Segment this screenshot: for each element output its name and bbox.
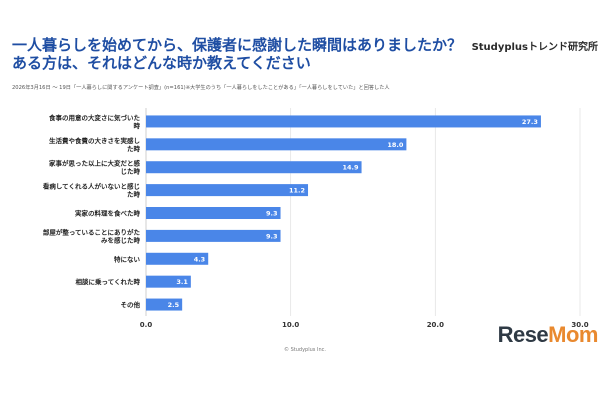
- bar: [146, 275, 191, 288]
- resemom-logo: ReseMom: [497, 322, 599, 348]
- category-label: 相談に乗ってくれた時: [76, 277, 141, 286]
- category-label: 部屋が整っていることにありがたみを感じた時: [43, 227, 141, 244]
- logo-part-1: Rese: [497, 322, 549, 347]
- bar-value-label: 27.3: [522, 118, 538, 126]
- bar: [146, 252, 209, 265]
- category-label-line: 生活費や食費の大きさを実感し: [49, 136, 140, 145]
- copyright: © Studyplus Inc.: [284, 347, 326, 353]
- brand-label: Studyplusトレンド研究所: [471, 42, 598, 53]
- bar: [146, 138, 407, 151]
- category-label-line: 特にない: [114, 254, 141, 263]
- category-label: その他: [121, 300, 141, 309]
- category-label-line: みを感じた時: [101, 235, 141, 244]
- category-label-line: 時: [134, 121, 141, 130]
- category-label: 食事の用意の大変さに気づいた時: [48, 113, 141, 130]
- category-label-line: 実家の料理を食べた時: [75, 209, 141, 218]
- bar-value-label: 9.3: [266, 232, 278, 240]
- category-label-line: 部屋が整っていることにありがた: [43, 227, 141, 236]
- bar: [146, 298, 183, 311]
- title-line-1: 一人暮らしを始めてから、保護者に感謝した瞬間はありましたか？: [12, 36, 463, 54]
- category-label: 実家の料理を食べた時: [75, 209, 141, 218]
- category-label: 看病してくれる人がいないと感じた時: [43, 182, 141, 199]
- category-label-line: た時: [127, 190, 141, 199]
- category-label: 家事が思った以上に大変だと感じた時: [49, 159, 141, 176]
- category-label-line: その他: [121, 300, 141, 309]
- logo-part-2: Mom: [548, 322, 598, 347]
- bar: [146, 184, 309, 197]
- category-label: 特にない: [114, 254, 141, 263]
- category-label-line: じた時: [121, 167, 141, 176]
- bar: [146, 207, 281, 219]
- category-label-line: 看病してくれる人がいないと感じ: [43, 182, 140, 191]
- bar-value-label: 2.5: [168, 301, 180, 309]
- bar-value-label: 3.1: [176, 278, 188, 286]
- bar: [146, 229, 281, 242]
- category-label-line: 食事の用意の大変さに気づいた: [48, 113, 141, 122]
- bar-value-label: 4.3: [194, 255, 206, 263]
- bar-value-label: 14.9: [343, 164, 360, 172]
- bar-value-label: 9.3: [266, 210, 278, 218]
- x-tick-label: 0.0: [140, 321, 153, 329]
- title-line-2: ある方は、それはどんな時か教えてください: [12, 54, 311, 72]
- survey-note: 2026年3月16日 〜 19日「一人暮らしに関するアンケート調査」(n=161…: [12, 85, 390, 91]
- bar: [146, 161, 362, 174]
- bar: [146, 115, 541, 128]
- x-tick-label: 30.0: [571, 321, 588, 329]
- category-label-line: た時: [127, 144, 141, 153]
- category-label: 生活費や食費の大きさを実感した時: [49, 136, 141, 153]
- bar-value-label: 18.0: [387, 141, 404, 149]
- category-label-line: 相談に乗ってくれた時: [76, 277, 141, 286]
- x-tick-label: 20.0: [427, 321, 444, 329]
- x-tick-label: 10.0: [282, 321, 299, 329]
- chart-title: 一人暮らしを始めてから、保護者に感謝した瞬間はありましたか？ ある方は、それはど…: [12, 36, 482, 72]
- category-label-line: 家事が思った以上に大変だと感: [49, 159, 141, 168]
- bar-value-label: 11.2: [289, 187, 305, 195]
